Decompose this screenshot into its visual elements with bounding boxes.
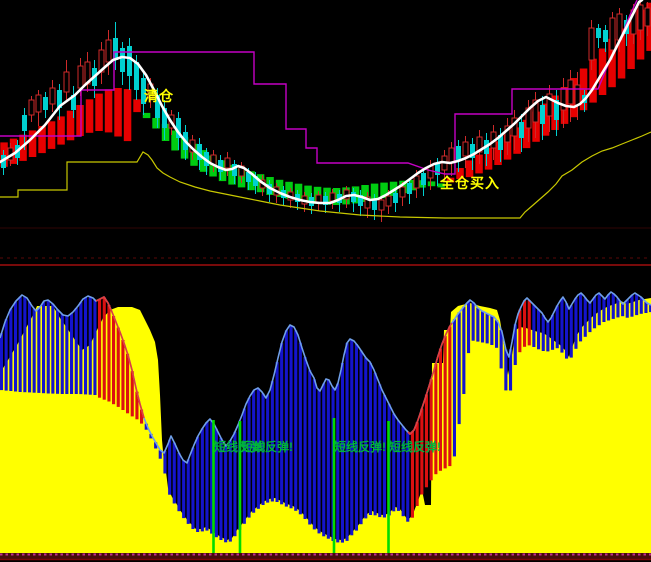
sell-signal-label: 清仓 bbox=[144, 88, 174, 104]
rebound-label-1: 短线反弹! bbox=[214, 440, 266, 454]
ma-white-line bbox=[0, 0, 644, 205]
signal-top-line bbox=[0, 291, 651, 464]
top-gridlines bbox=[0, 227, 651, 266]
indicator-bars bbox=[0, 293, 651, 543]
upper-channel-line bbox=[0, 0, 638, 175]
green-signal-lines bbox=[212, 418, 390, 553]
lower-channel-line bbox=[0, 131, 651, 219]
rebound-label-3: 短线反弹! bbox=[334, 440, 386, 454]
bottom-axis bbox=[0, 553, 651, 561]
rebound-label-4: 短线反弹! bbox=[389, 440, 441, 454]
yellow-area bbox=[0, 298, 651, 554]
rebound-label-2: 短线反弹! bbox=[241, 440, 293, 454]
buy-signal-label: 全仓买入 bbox=[440, 175, 500, 191]
